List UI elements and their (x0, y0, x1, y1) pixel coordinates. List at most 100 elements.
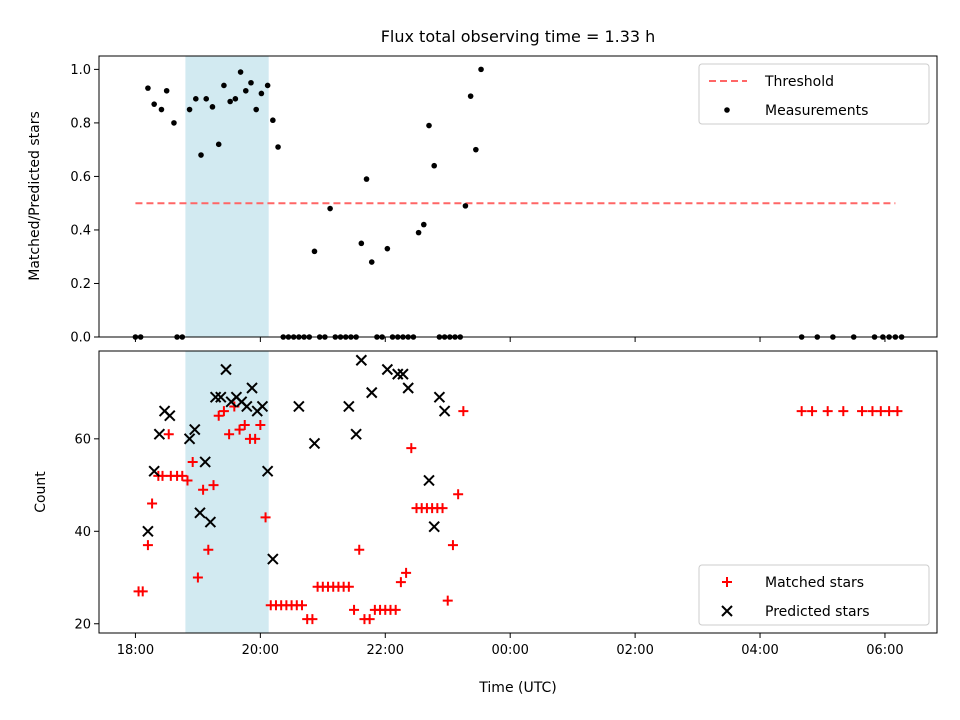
x-tick-label: 00:00 (491, 643, 528, 658)
bottom-legend-label: Matched stars (765, 575, 864, 591)
legend-matched-swatch (722, 577, 732, 587)
matched-star-point (142, 540, 153, 551)
bottom-series-0 (133, 401, 903, 625)
predicted-star-point (381, 363, 394, 376)
top-y-tick-label: 0.0 (70, 331, 91, 346)
top-legend: Threshold Measurements (698, 63, 930, 125)
predicted-star-point (209, 391, 222, 403)
measurement-point (221, 82, 227, 89)
measurement-point (264, 82, 271, 89)
bottom-y-tick-label: 40 (74, 525, 91, 540)
legend-predicted-swatch (721, 605, 733, 617)
measurement-point (363, 176, 370, 182)
matched-star-point (208, 480, 219, 491)
predicted-star-point (343, 400, 355, 413)
predicted-star-point (267, 553, 279, 565)
bottom-y-axis-label: Count (33, 471, 49, 513)
bottom-series-1 (142, 354, 451, 565)
predicted-star-point (241, 400, 253, 413)
measurement-point (358, 240, 365, 247)
measurement-point (215, 141, 222, 148)
matched-star-point (354, 544, 365, 555)
measurement-point (158, 106, 165, 113)
predicted-star-point (256, 400, 269, 413)
predicted-star-point (293, 400, 305, 413)
matched-star-point (234, 424, 245, 435)
measurement-point (275, 144, 281, 150)
measurement-point (232, 96, 239, 102)
measurement-point (467, 93, 474, 99)
matched-star-point (239, 419, 250, 430)
measurement-point (198, 152, 204, 158)
bottom-y-tick-label: 20 (74, 617, 91, 632)
measurement-point (327, 205, 333, 212)
measurement-point (311, 248, 318, 255)
bottom-legend: Matched stars Predicted stars (698, 564, 930, 626)
measurement-point (473, 146, 479, 153)
matched-star-point (250, 433, 261, 444)
top-highlight-span (185, 56, 269, 337)
matched-star-point (147, 498, 158, 509)
matched-star-point (187, 456, 198, 467)
measurement-point (384, 245, 391, 252)
matched-star-point (401, 567, 412, 578)
measurement-point (420, 221, 427, 228)
top-panel: 0.0 0.2 0.4 0.6 0.8 1.0 Threshold Measurements (70, 55, 938, 346)
matched-star-point (857, 406, 868, 417)
legend-measurement-swatch (724, 107, 730, 113)
predicted-star-point (189, 423, 201, 436)
predicted-star-point (428, 520, 440, 533)
measurement-point (209, 104, 216, 110)
measurement-point (145, 85, 151, 91)
matched-star-point (255, 419, 266, 430)
predicted-star-point (402, 382, 414, 394)
top-legend-box (698, 63, 930, 125)
measurement-point (227, 98, 233, 105)
measurement-point (171, 120, 177, 126)
top-y-axis-label: Matched/Predicted stars (27, 111, 43, 281)
measurement-point (431, 162, 438, 169)
matched-star-point (203, 544, 214, 555)
predicted-star-point (397, 368, 409, 380)
predicted-star-point (366, 386, 378, 399)
predicted-star-point (148, 465, 160, 477)
predicted-star-point (308, 437, 321, 450)
matched-star-point (198, 484, 209, 495)
top-y-tick-label: 0.6 (70, 170, 91, 185)
measurement-point (368, 259, 375, 265)
chart-title: Flux total observing time = 1.33 h (381, 27, 656, 46)
top-axes-frame (98, 55, 938, 338)
matched-star-point (182, 475, 193, 486)
matched-star-point (458, 406, 469, 417)
predicted-star-point (199, 456, 211, 468)
top-legend-label: Threshold (764, 74, 834, 90)
top-series-0 (132, 66, 905, 340)
matched-star-point (349, 604, 360, 615)
x-tick-label: 02:00 (616, 643, 653, 658)
predicted-star-point (433, 391, 446, 403)
matched-star-point (390, 604, 401, 615)
matched-star-point (447, 540, 458, 551)
matched-star-point (406, 443, 417, 454)
predicted-star-point (183, 433, 196, 445)
top-y-tick-label: 0.4 (70, 223, 91, 238)
measurement-point (237, 69, 244, 75)
predicted-star-point (142, 525, 154, 538)
matched-star-point (192, 572, 203, 583)
measurement-point (270, 117, 276, 124)
matched-star-point (838, 406, 849, 417)
x-tick-label: 18:00 (117, 643, 154, 658)
predicted-star-point (261, 465, 274, 477)
predicted-star-point (355, 354, 368, 366)
matched-star-point (296, 600, 307, 611)
measurement-point (186, 106, 193, 113)
x-axis-label: Time (UTC) (478, 680, 556, 696)
matched-star-point (260, 512, 271, 523)
matched-star-point (442, 595, 453, 606)
matched-star-point (364, 614, 375, 625)
matched-star-point (307, 614, 318, 625)
top-y-tick-label: 1.0 (70, 63, 91, 78)
measurement-point (415, 229, 422, 236)
predicted-star-point (153, 428, 166, 440)
measurement-point (253, 106, 259, 113)
